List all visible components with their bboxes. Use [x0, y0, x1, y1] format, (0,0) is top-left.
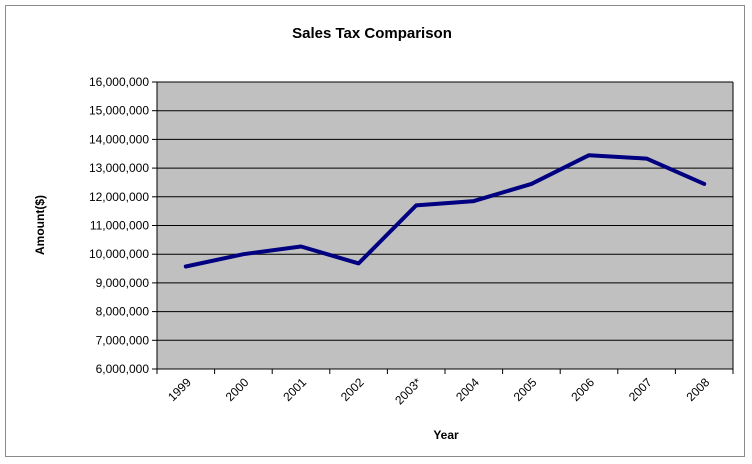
x-tick-label: 2005 [511, 375, 540, 404]
y-tick-label: 12,000,000 [89, 190, 149, 204]
chart-title: Sales Tax Comparison [292, 25, 452, 42]
y-tick-label: 16,000,000 [89, 75, 149, 89]
y-tick-label: 7,000,000 [96, 333, 150, 347]
x-tick-label: 2006 [568, 375, 597, 404]
x-tick-label: 2008 [684, 375, 713, 404]
x-tick-label: 2001 [280, 375, 309, 404]
x-tick-label: 2004 [453, 375, 482, 404]
y-axis-label: Amount($) [33, 195, 47, 255]
x-tick-label: 2002 [338, 375, 367, 404]
y-tick-label: 11,000,000 [90, 219, 149, 233]
x-tick-label: 2007 [626, 375, 655, 404]
x-axis-label: Year [433, 428, 459, 442]
y-tick-label: 14,000,000 [89, 132, 149, 146]
y-tick-label: 10,000,000 [89, 247, 149, 261]
y-tick-label: 8,000,000 [96, 305, 150, 319]
x-tick-label: 1999 [165, 375, 194, 404]
y-tick-label: 9,000,000 [96, 276, 150, 290]
x-tick-label: 2000 [223, 375, 252, 404]
x-tick-label: 2003* [392, 375, 424, 407]
y-tick-label: 15,000,000 [89, 104, 149, 118]
y-tick-label: 13,000,000 [89, 161, 149, 175]
y-tick-label: 6,000,000 [96, 362, 150, 376]
